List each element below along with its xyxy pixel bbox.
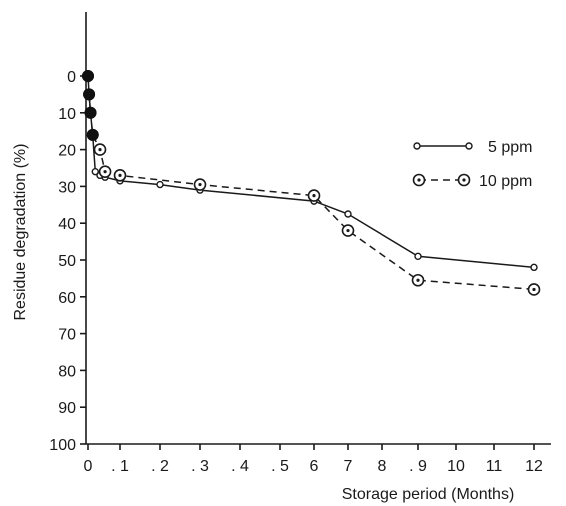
y-tick-label: 40	[58, 216, 76, 233]
data-point-10-ppm	[98, 165, 112, 178]
legend-item-5-ppm: 5 ppm	[413, 139, 532, 156]
y-tick-label: 70	[58, 327, 76, 344]
x-tick-label: 10	[447, 458, 465, 475]
data-point-10-ppm	[93, 143, 107, 156]
data-point-10-ppm	[193, 178, 207, 191]
legend-label-10-ppm: 10 ppm	[479, 173, 532, 190]
data-point-10-ppm	[411, 273, 425, 287]
y-tick-label: 20	[58, 143, 76, 160]
data-point-10-ppm	[82, 70, 94, 82]
x-tick-label: . 3	[191, 458, 209, 475]
x-axis-title: Storage period (Months)	[342, 486, 515, 503]
legend-marker-10-ppm	[412, 173, 426, 187]
x-tick-label: . 2	[151, 458, 169, 475]
y-axis-ticks: 0 10 20 30 40 50 60 70 80 90 100	[49, 69, 86, 454]
legend-marker-5-ppm	[465, 142, 473, 150]
data-point-10-ppm	[307, 189, 321, 202]
data-point-10-ppm	[86, 128, 99, 141]
x-tick-label: . 9	[409, 458, 427, 475]
data-point-5-ppm	[344, 210, 352, 218]
y-tick-label: 60	[58, 290, 76, 307]
x-tick-label: 7	[344, 458, 353, 475]
y-tick-label: 10	[58, 106, 76, 123]
data-point-5-ppm	[530, 263, 538, 272]
x-tick-label: 8	[378, 458, 387, 475]
y-tick-label: 80	[58, 363, 76, 380]
y-axis-title: Residue degradation (%)	[12, 144, 29, 321]
legend-marker-5-ppm	[413, 142, 421, 150]
data-point-5-ppm	[156, 180, 164, 189]
data-point-5-ppm	[414, 252, 422, 261]
x-tick-label: 6	[310, 458, 319, 475]
legend-marker-10-ppm	[457, 173, 471, 187]
data-point-10-ppm	[527, 283, 541, 296]
x-tick-label: 11	[486, 458, 503, 475]
x-tick-label: 12	[525, 458, 543, 475]
data-point-10-ppm	[113, 169, 127, 182]
data-point-10-ppm	[83, 88, 96, 101]
x-tick-label: . 4	[231, 458, 249, 475]
data-point-10-ppm	[341, 224, 355, 237]
legend-label-5-ppm: 5 ppm	[488, 139, 532, 156]
y-tick-label: 90	[58, 400, 76, 417]
y-tick-label: 30	[58, 179, 76, 196]
data-point-10-ppm	[84, 106, 97, 119]
y-tick-label: 0	[67, 69, 76, 86]
y-tick-label: 50	[58, 253, 76, 270]
x-tick-label: . 5	[271, 458, 289, 475]
data-point-5-ppm	[91, 167, 99, 176]
y-tick-label: 100	[49, 437, 76, 454]
x-tick-label: 0	[84, 458, 93, 475]
x-tick-label: . 1	[111, 458, 129, 475]
x-axis-ticks: 0 . 1 . 2 . 3 . 4 . 5 6 7 8 . 9 10 11 12	[84, 444, 543, 475]
legend: 5 ppm 10 ppm	[412, 139, 532, 190]
series-layer	[82, 70, 541, 296]
series-line-5-ppm	[87, 75, 535, 269]
legend-item-10-ppm: 10 ppm	[412, 173, 532, 190]
